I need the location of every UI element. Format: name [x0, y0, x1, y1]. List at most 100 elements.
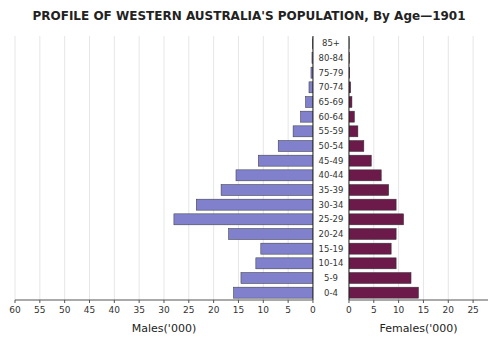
tick-label: 50 [59, 305, 71, 315]
chart: PROFILE OF WESTERN AUSTRALIA'S POPULATIO… [0, 0, 498, 349]
category-label: 55-59 [319, 126, 344, 136]
bar [174, 214, 313, 225]
tick [139, 300, 140, 303]
grid-line [423, 36, 424, 300]
x-axis [349, 300, 488, 301]
tick [373, 300, 374, 303]
grid-line [348, 36, 349, 300]
bar [306, 97, 313, 108]
bar [349, 214, 404, 225]
tick-label: 25 [183, 305, 194, 315]
axis-label: Females('000) [379, 322, 457, 335]
category-label: 5-9 [324, 273, 338, 283]
tick-label: 20 [208, 305, 220, 315]
category-label: 35-39 [319, 185, 344, 195]
category-label: 25-29 [319, 214, 344, 224]
category-label: 50-54 [319, 141, 344, 151]
category-label: 70-74 [319, 82, 344, 92]
category-label: 10-14 [319, 258, 344, 268]
grid-line [89, 36, 90, 300]
category-label: 75-79 [319, 68, 344, 78]
zero-line [312, 36, 313, 300]
grid-line [213, 36, 214, 300]
bar [234, 287, 313, 298]
grid-line [39, 36, 40, 300]
tick [114, 300, 115, 303]
tick [263, 300, 264, 303]
tick [163, 300, 164, 303]
bar [256, 258, 313, 269]
bar [349, 185, 389, 196]
bar [349, 287, 419, 298]
bar [349, 258, 396, 269]
tick [448, 300, 449, 303]
grid-line [312, 36, 313, 300]
grid-line [448, 36, 449, 300]
axis-label: Males('000) [132, 322, 196, 335]
bar [349, 111, 354, 122]
tick [188, 300, 189, 303]
grid-line [398, 36, 399, 300]
tick-label: 0 [310, 305, 316, 315]
tick [288, 300, 289, 303]
panel: 605550454035302520151050Males('000) [9, 36, 316, 335]
bar [229, 229, 313, 240]
bar [236, 170, 313, 181]
bar [349, 199, 396, 210]
bar [349, 229, 396, 240]
bar [349, 243, 391, 254]
bar [349, 126, 358, 137]
tick-label: 10 [258, 305, 270, 315]
bar [261, 243, 313, 254]
bar [309, 82, 313, 93]
grid-line [139, 36, 140, 300]
category-label: 20-24 [319, 229, 344, 239]
bar [196, 199, 313, 210]
tick-label: 25 [467, 305, 478, 315]
tick-label: 40 [109, 305, 121, 315]
grid-line [163, 36, 164, 300]
bar [349, 141, 364, 152]
tick [312, 300, 313, 303]
bar [293, 126, 313, 137]
tick-label: 45 [84, 305, 95, 315]
grid-line [114, 36, 115, 300]
tick-label: 10 [393, 305, 405, 315]
tick [473, 300, 474, 303]
tick-label: 35 [133, 305, 144, 315]
category-label: 80-84 [319, 53, 344, 63]
zero-line [348, 36, 349, 300]
tick-label: 15 [418, 305, 429, 315]
tick-label: 15 [233, 305, 244, 315]
tick [39, 300, 40, 303]
bars [349, 38, 419, 298]
tick [423, 300, 424, 303]
tick [15, 300, 16, 303]
bar [349, 273, 411, 284]
grid-line [64, 36, 65, 300]
bar [278, 141, 313, 152]
tick-label: 0 [346, 305, 352, 315]
grid-line [15, 36, 16, 300]
tick-label: 20 [443, 305, 455, 315]
category-label: 45-49 [319, 156, 344, 166]
tick [213, 300, 214, 303]
grid-line [238, 36, 239, 300]
tick-label: 55 [34, 305, 45, 315]
category-label: 65-69 [319, 97, 344, 107]
tick-label: 60 [9, 305, 21, 315]
category-label: 85+ [322, 38, 340, 48]
bar [349, 155, 371, 166]
tick [398, 300, 399, 303]
title: PROFILE OF WESTERN AUSTRALIA'S POPULATIO… [32, 9, 465, 23]
category-label: 15-19 [319, 244, 344, 254]
category-label: 60-64 [319, 112, 344, 122]
bar [221, 185, 313, 196]
tick [89, 300, 90, 303]
bar [241, 273, 313, 284]
bar [349, 170, 381, 181]
tick [238, 300, 239, 303]
tick-label: 30 [158, 305, 170, 315]
tick [64, 300, 65, 303]
tick-label: 5 [285, 305, 291, 315]
